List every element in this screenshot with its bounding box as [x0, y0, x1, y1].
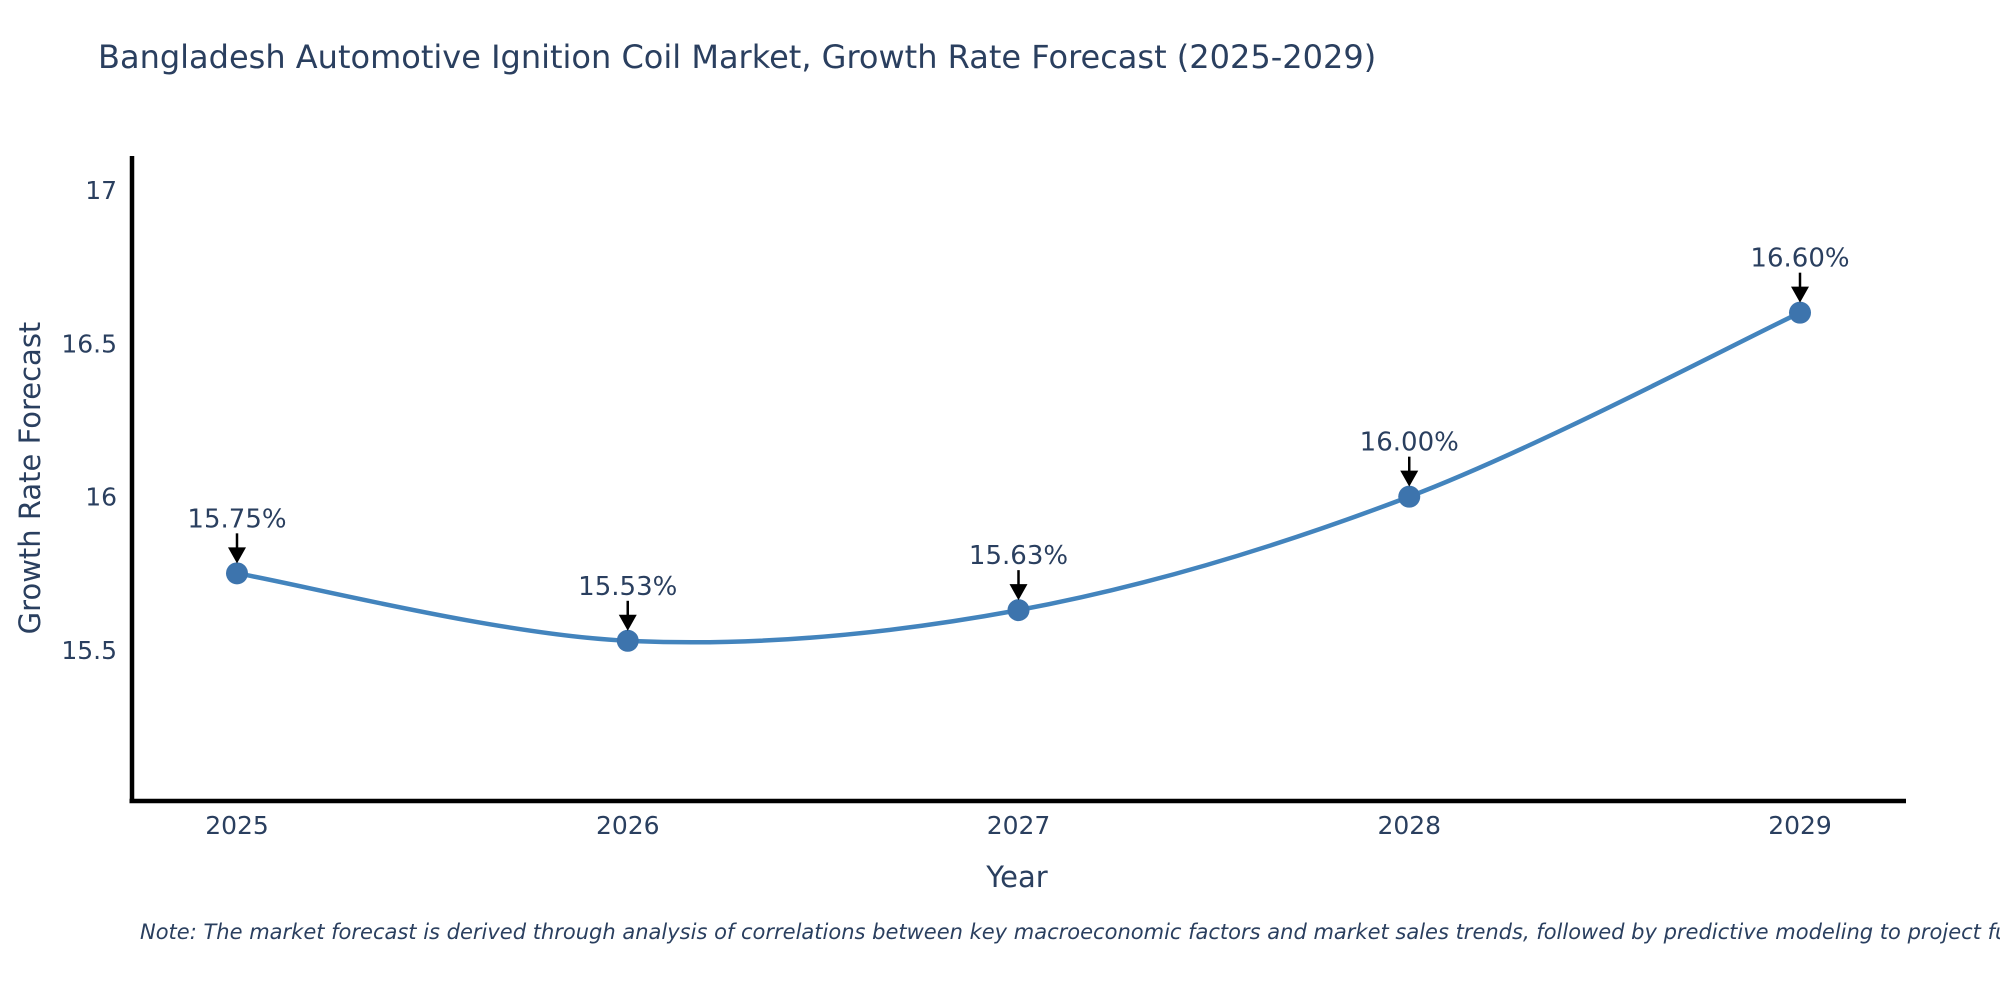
data-point-marker[interactable] — [1789, 301, 1811, 324]
data-point-marker[interactable] — [226, 562, 248, 585]
point-value-label: 16.00% — [1360, 428, 1459, 458]
x-tick-label: 2028 — [1377, 811, 1441, 840]
footnote: Note: The market forecast is derived thr… — [140, 920, 2000, 944]
annotation-arrowhead-icon — [1400, 470, 1419, 487]
x-tick-label: 2026 — [596, 811, 660, 840]
annotation-arrowhead-icon — [618, 614, 637, 631]
y-tick-label: 16 — [85, 483, 117, 512]
annotation-arrowhead-icon — [1009, 584, 1028, 601]
point-value-label: 15.63% — [969, 541, 1068, 571]
x-tick-label: 2025 — [205, 811, 269, 840]
data-point-marker[interactable] — [1007, 599, 1030, 622]
annotation-arrowhead-icon — [1791, 286, 1809, 303]
point-value-label: 15.53% — [578, 572, 677, 602]
y-tick-label: 17 — [85, 176, 117, 205]
x-tick-label: 2027 — [987, 811, 1051, 840]
x-tick-label: 2029 — [1768, 811, 1832, 840]
y-tick-label: 16.5 — [61, 329, 117, 358]
x-axis-title: Year — [986, 860, 1048, 894]
annotation-arrowhead-icon — [228, 547, 246, 564]
point-value-label: 16.60% — [1750, 244, 1849, 274]
chart-title: Bangladesh Automotive Ignition Coil Mark… — [98, 38, 1377, 76]
data-point-marker[interactable] — [616, 629, 639, 652]
data-point-marker[interactable] — [1398, 485, 1421, 508]
y-tick-label: 15.5 — [61, 636, 117, 665]
point-value-label: 15.75% — [187, 504, 286, 534]
